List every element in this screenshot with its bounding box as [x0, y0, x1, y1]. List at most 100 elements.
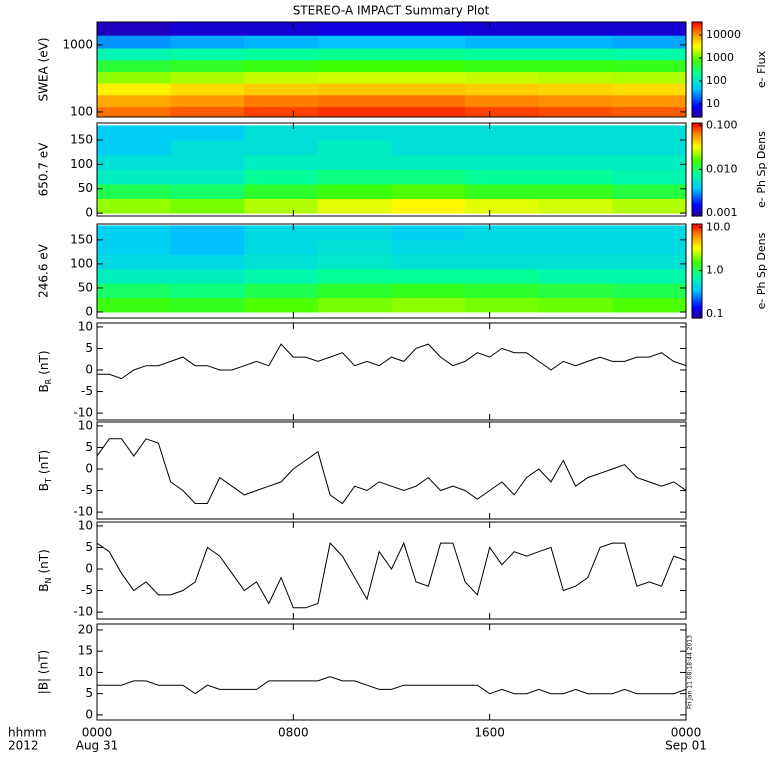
y-tick-label: 5: [85, 341, 93, 355]
colorbar-step: [692, 175, 702, 178]
colorbar-step: [692, 71, 702, 74]
colorbar-step: [692, 144, 702, 147]
colorbar-step: [692, 198, 702, 202]
colorbar-tick-label: 0.010: [706, 162, 738, 175]
colorbar-label: e- Ph Sp Dens: [755, 232, 768, 309]
colorbar-step: [692, 241, 702, 244]
spectrogram-cell: [465, 59, 540, 73]
spectrogram-cell: [612, 59, 686, 73]
spectrogram-cell: [391, 297, 466, 313]
colorbar-tick-label: 100: [706, 74, 727, 87]
spectrogram-cell: [170, 140, 245, 156]
colorbar-step: [692, 85, 702, 88]
x-tick-date: Sep 01: [665, 739, 707, 753]
colorbar-tick-label: 0.100: [706, 119, 738, 132]
colorbar-step: [692, 228, 702, 231]
spectrogram-cell: [391, 268, 466, 284]
colorbar-step: [692, 96, 702, 99]
colorbar-step: [692, 77, 702, 80]
y-tick-label: 0: [85, 561, 93, 575]
colorbar-step: [692, 172, 702, 175]
colorbar-step: [692, 23, 702, 26]
spectrogram-cell: [465, 48, 540, 61]
spectrogram-cell: [391, 198, 466, 214]
colorbar-step: [692, 147, 702, 150]
colorbar-step: [692, 149, 702, 152]
spectrogram-cell: [391, 225, 466, 241]
colorbar-step: [692, 253, 702, 256]
spectrogram-cell: [97, 198, 172, 214]
x-tick-date: Aug 31: [76, 739, 119, 753]
spectrogram-cell: [391, 71, 466, 84]
spectrogram-cell: [244, 125, 319, 141]
y-axis-label: BT (nT): [37, 450, 53, 491]
colorbar-step: [692, 261, 702, 264]
colorbar-step: [692, 82, 702, 85]
colorbar-step: [692, 129, 702, 132]
colorbar-step: [692, 174, 702, 177]
colorbar-tick-label: 10000: [706, 28, 741, 41]
colorbar-step: [692, 48, 702, 52]
colorbar-step: [692, 255, 702, 258]
colorbar-step: [692, 211, 702, 214]
colorbar-step: [692, 283, 702, 286]
y-tick-label: 100: [70, 157, 93, 171]
spectrogram-cell: [317, 59, 392, 73]
spectrogram-cell: [391, 48, 466, 61]
colorbar-step: [692, 161, 702, 164]
y-tick-label: 100: [70, 104, 93, 118]
spectrogram-cell: [244, 183, 319, 199]
colorbar-step: [692, 109, 702, 112]
colorbar-step: [692, 233, 702, 236]
colorbar-step: [692, 188, 702, 191]
colorbar-step: [692, 274, 702, 277]
spectrogram-cell: [317, 140, 392, 156]
panel-frame: [96, 421, 687, 520]
colorbar-tick-label: 10: [706, 97, 720, 110]
spectrogram-cell: [244, 35, 319, 49]
colorbar-step: [692, 266, 702, 269]
y-label-unit: (nT): [37, 450, 51, 474]
spectrogram-cell: [538, 83, 613, 96]
spectrogram: [97, 225, 686, 313]
spectrogram-cell: [170, 106, 245, 117]
spectrogram-cell: [170, 283, 245, 299]
colorbar-step: [692, 90, 702, 93]
spectrogram-cell: [612, 254, 686, 270]
y-label-main: B: [37, 584, 51, 592]
spectrogram-cell: [612, 35, 686, 49]
x-tick-label: 0000: [82, 726, 113, 740]
spectrogram-cell: [170, 22, 245, 36]
colorbar-step: [692, 154, 702, 157]
y-tick-label: 10: [78, 665, 93, 679]
spectrogram-cell: [97, 297, 172, 313]
colorbar-step: [692, 138, 702, 141]
y-axis-label: BN (nT): [37, 549, 53, 592]
spectrogram-cell: [97, 48, 172, 61]
colorbar-step: [692, 305, 702, 308]
y-tick-label: 150: [70, 232, 93, 246]
y-tick-label: 0: [85, 461, 93, 475]
spectrogram-cell: [317, 225, 392, 241]
spectrogram-cell: [244, 239, 319, 255]
y-tick-label: 15: [78, 644, 93, 658]
spectrogram-cell: [97, 140, 172, 156]
colorbar-step: [692, 258, 702, 261]
colorbar-step: [692, 203, 702, 206]
colorbar-step: [692, 264, 702, 267]
spectrogram-cell: [317, 297, 392, 313]
spectrogram-cell: [170, 183, 245, 199]
colorbar-step: [692, 247, 702, 250]
spectrogram-cell: [244, 71, 319, 84]
spectrogram-cell: [170, 268, 245, 284]
spectrogram-cell: [538, 140, 613, 156]
y-axis-label: 650.7 eV: [37, 142, 51, 197]
colorbar-step: [692, 127, 702, 130]
spectrogram-cell: [538, 125, 613, 141]
colorbar-step: [692, 189, 702, 192]
spectrogram-cell: [317, 169, 392, 185]
spectrogram-cell: [170, 125, 245, 141]
colorbar-step: [692, 195, 702, 198]
colorbar-step: [692, 245, 702, 249]
y-tick-label: -10: [73, 605, 93, 619]
